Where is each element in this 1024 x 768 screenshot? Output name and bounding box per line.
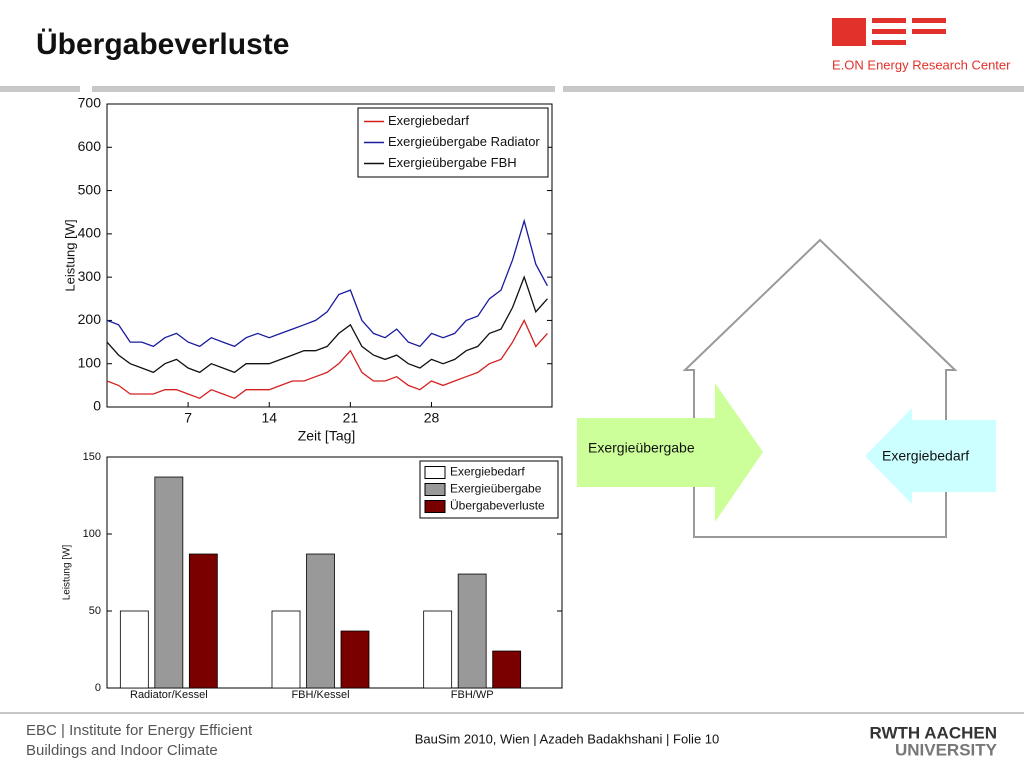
x-tick-label: 14: [261, 410, 277, 426]
y-tick-label: 500: [78, 181, 102, 197]
y-axis-label: Leistung [W]: [62, 219, 77, 291]
house: [682, 238, 958, 538]
logo-bar: [912, 18, 946, 23]
legend-box: [357, 107, 549, 178]
rwth-logo: UNIVERSITY: [895, 740, 998, 759]
bar: [340, 630, 370, 689]
y-tick-label: 400: [78, 225, 102, 241]
bar: [457, 573, 487, 689]
footer-rule: [0, 712, 1024, 714]
x-axis-label: Zeit [Tag]: [298, 428, 356, 444]
arrow-in: [577, 383, 763, 522]
arrow-in-label: Exergieübergabe: [588, 440, 695, 456]
line-series: [106, 318, 548, 400]
logo-text: E.ON Energy Research Center: [832, 57, 1011, 72]
y-tick-label: 100: [78, 354, 102, 370]
logo-bar: [872, 29, 906, 34]
bar: [154, 476, 184, 689]
legend-label: Exergieübergabe Radiator: [388, 134, 540, 149]
header-rule: [563, 86, 1024, 92]
legend-swatch: [424, 483, 446, 496]
x-tick-label: 21: [343, 410, 359, 426]
legend-label: Exergiebedarf: [388, 113, 469, 128]
house-diagram: Exergieübergabe Exergiebedarf: [577, 238, 996, 538]
x-tick-label: FBH/WP: [451, 689, 494, 701]
arrow-out: [865, 408, 996, 504]
rwth-logo: RWTH AACHEN: [870, 723, 998, 742]
header-rule: [92, 86, 555, 92]
footer-institute: Buildings and Indoor Climate: [26, 742, 218, 759]
bar: [423, 610, 453, 689]
y-tick-label: 200: [78, 311, 102, 327]
bar: [271, 610, 301, 689]
header-rule: [0, 86, 80, 92]
y-tick-label: 50: [89, 605, 101, 617]
logo-square: [832, 18, 866, 46]
line-series: [106, 275, 548, 374]
x-tick-label: FBH/Kessel: [291, 689, 349, 701]
x-tick-label: Radiator/Kessel: [130, 689, 208, 701]
eon-logo: E.ON Energy Research Center: [832, 18, 1011, 72]
legend-label: Exergiebedarf: [450, 465, 525, 479]
slide-title: Übergabeverluste: [36, 28, 289, 61]
y-tick-label: 100: [83, 528, 101, 540]
y-tick-label: 150: [83, 451, 101, 463]
y-tick-label: 600: [78, 138, 102, 154]
x-tick-label: 28: [424, 410, 440, 426]
x-tick-label: 7: [184, 410, 192, 426]
logo-bar: [912, 29, 946, 34]
bar: [306, 553, 335, 689]
legend-swatch: [424, 500, 446, 513]
bar: [492, 650, 522, 689]
y-tick-label: 0: [95, 682, 101, 694]
bar: [119, 610, 149, 689]
logo-bar: [872, 40, 906, 45]
legend-label: Exergieübergabe FBH: [388, 155, 517, 170]
legend-swatch: [424, 466, 446, 479]
legend-label: Exergieübergabe: [450, 482, 542, 496]
footer-center: BauSim 2010, Wien | Azadeh Badakhshani |…: [415, 731, 720, 746]
y-tick-label: 700: [78, 95, 102, 111]
legend-label: Übergabeverluste: [450, 499, 545, 513]
line-series: [106, 218, 548, 348]
bar: [188, 553, 218, 689]
y-axis-label: Leistung [W]: [62, 544, 73, 600]
logo-bar: [872, 18, 906, 23]
arrow-out-label: Exergiebedarf: [882, 448, 969, 464]
y-tick-label: 0: [93, 398, 101, 414]
y-tick-label: 300: [78, 268, 102, 284]
footer-institute: EBC | Institute for Energy Efficient: [26, 722, 253, 739]
